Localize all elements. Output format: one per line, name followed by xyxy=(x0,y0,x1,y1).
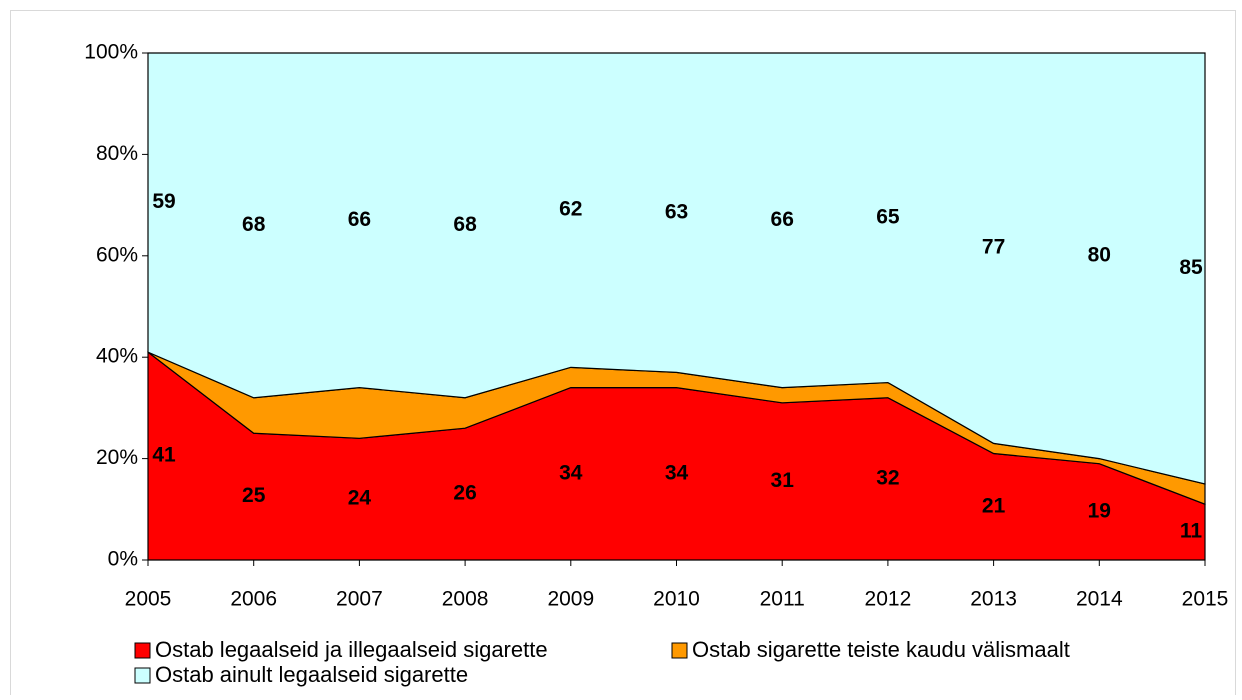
data-label: 21 xyxy=(982,494,1006,517)
y-tick-label: 100% xyxy=(84,41,138,64)
x-tick-label: 2007 xyxy=(336,588,383,611)
data-label: 25 xyxy=(242,484,266,507)
data-label: 66 xyxy=(348,208,371,231)
x-tick-label: 2005 xyxy=(125,588,172,611)
data-label: 26 xyxy=(453,482,476,505)
legend-label: Ostab sigarette teiste kaudu välismaalt xyxy=(692,637,1070,662)
legend-swatch xyxy=(134,642,151,659)
data-label: 59 xyxy=(152,190,175,213)
x-tick-label: 2012 xyxy=(865,588,912,611)
data-label: 63 xyxy=(665,200,688,223)
chart-frame xyxy=(10,10,1236,700)
y-tick-label: 40% xyxy=(96,345,138,368)
data-label: 19 xyxy=(1088,499,1111,522)
y-tick-label: 60% xyxy=(96,243,138,266)
data-label: 77 xyxy=(982,236,1005,259)
x-tick-label: 2014 xyxy=(1076,588,1123,611)
x-tick-label: 2006 xyxy=(230,588,277,611)
data-label: 32 xyxy=(876,466,899,489)
legend-swatch xyxy=(134,667,151,684)
data-label: 34 xyxy=(665,461,689,484)
legend-label: Ostab ainult legaalseid sigarette xyxy=(155,662,468,687)
x-tick-label: 2011 xyxy=(760,588,805,611)
data-label: 68 xyxy=(453,213,477,236)
data-label: 65 xyxy=(876,205,900,228)
data-label: 11 xyxy=(1180,520,1203,543)
data-label: 31 xyxy=(771,469,795,492)
data-label: 85 xyxy=(1179,256,1203,279)
x-tick-label: 2013 xyxy=(970,588,1017,611)
data-label: 34 xyxy=(559,461,583,484)
legend-swatch xyxy=(671,642,688,659)
legend-label: Ostab legaalseid ja illegaalseid sigaret… xyxy=(155,637,548,662)
y-tick-label: 0% xyxy=(108,548,138,571)
data-label: 80 xyxy=(1088,243,1111,266)
x-tick-label: 2009 xyxy=(547,588,594,611)
data-label: 68 xyxy=(242,213,266,236)
data-label: 24 xyxy=(348,487,372,510)
data-label: 62 xyxy=(559,198,582,221)
x-tick-label: 2015 xyxy=(1182,588,1229,611)
data-label: 41 xyxy=(152,444,176,467)
y-tick-label: 80% xyxy=(96,142,138,165)
y-tick-label: 20% xyxy=(96,446,138,469)
x-tick-label: 2010 xyxy=(653,588,700,611)
data-label: 66 xyxy=(771,208,794,231)
x-tick-label: 2008 xyxy=(442,588,489,611)
